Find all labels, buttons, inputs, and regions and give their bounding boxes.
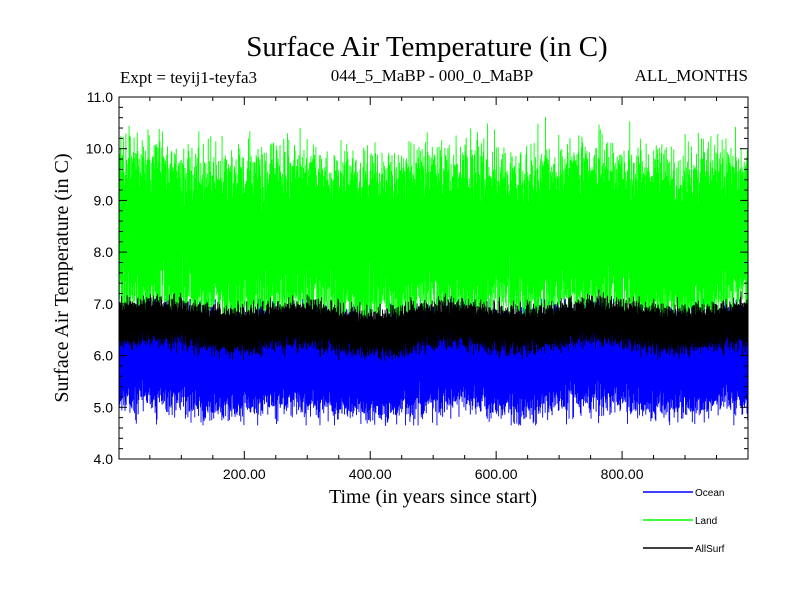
- legend: Ocean Land AllSurf: [643, 488, 725, 555]
- legend-label-land: Land: [695, 516, 717, 527]
- x-tick-label: 800.00: [601, 466, 644, 482]
- series-line-land: [118, 117, 749, 328]
- x-axis-label: Time (in years since start): [329, 486, 537, 508]
- plot-series: [118, 117, 749, 426]
- axis-ticks: [119, 96, 748, 460]
- series-line-allsurf: [118, 289, 749, 361]
- x-tick-label: 400.00: [349, 466, 392, 482]
- y-tick-label: 9.0: [94, 192, 114, 208]
- chart-title: Surface Air Temperature (in C): [246, 31, 607, 63]
- y-axis-label: Surface Air Temperature (in C): [51, 153, 73, 402]
- y-tick-label: 6.0: [94, 348, 114, 364]
- x-tick-labels: 200.00 400.00 600.00 800.00: [223, 466, 644, 482]
- y-tick-label: 5.0: [94, 399, 114, 415]
- legend-label-ocean: Ocean: [695, 488, 724, 499]
- y-tick-label: 7.0: [94, 296, 114, 312]
- subtitle-right: ALL_MONTHS: [635, 66, 748, 85]
- y-tick-label: 4.0: [94, 451, 114, 467]
- subtitle-center: 044_5_MaBP - 000_0_MaBP: [331, 66, 533, 85]
- subtitle-left: Expt = teyij1-teyfa3: [120, 68, 257, 87]
- y-tick-label: 11.0: [87, 89, 113, 105]
- y-tick-labels: 4.0 5.0 6.0 7.0 8.0 9.0 10.0 11.0: [86, 89, 113, 467]
- x-tick-label: 600.00: [475, 466, 518, 482]
- y-tick-label: 10.0: [86, 141, 113, 157]
- legend-label-allsurf: AllSurf: [695, 544, 725, 555]
- y-tick-label: 8.0: [94, 244, 114, 260]
- x-tick-label: 200.00: [223, 466, 266, 482]
